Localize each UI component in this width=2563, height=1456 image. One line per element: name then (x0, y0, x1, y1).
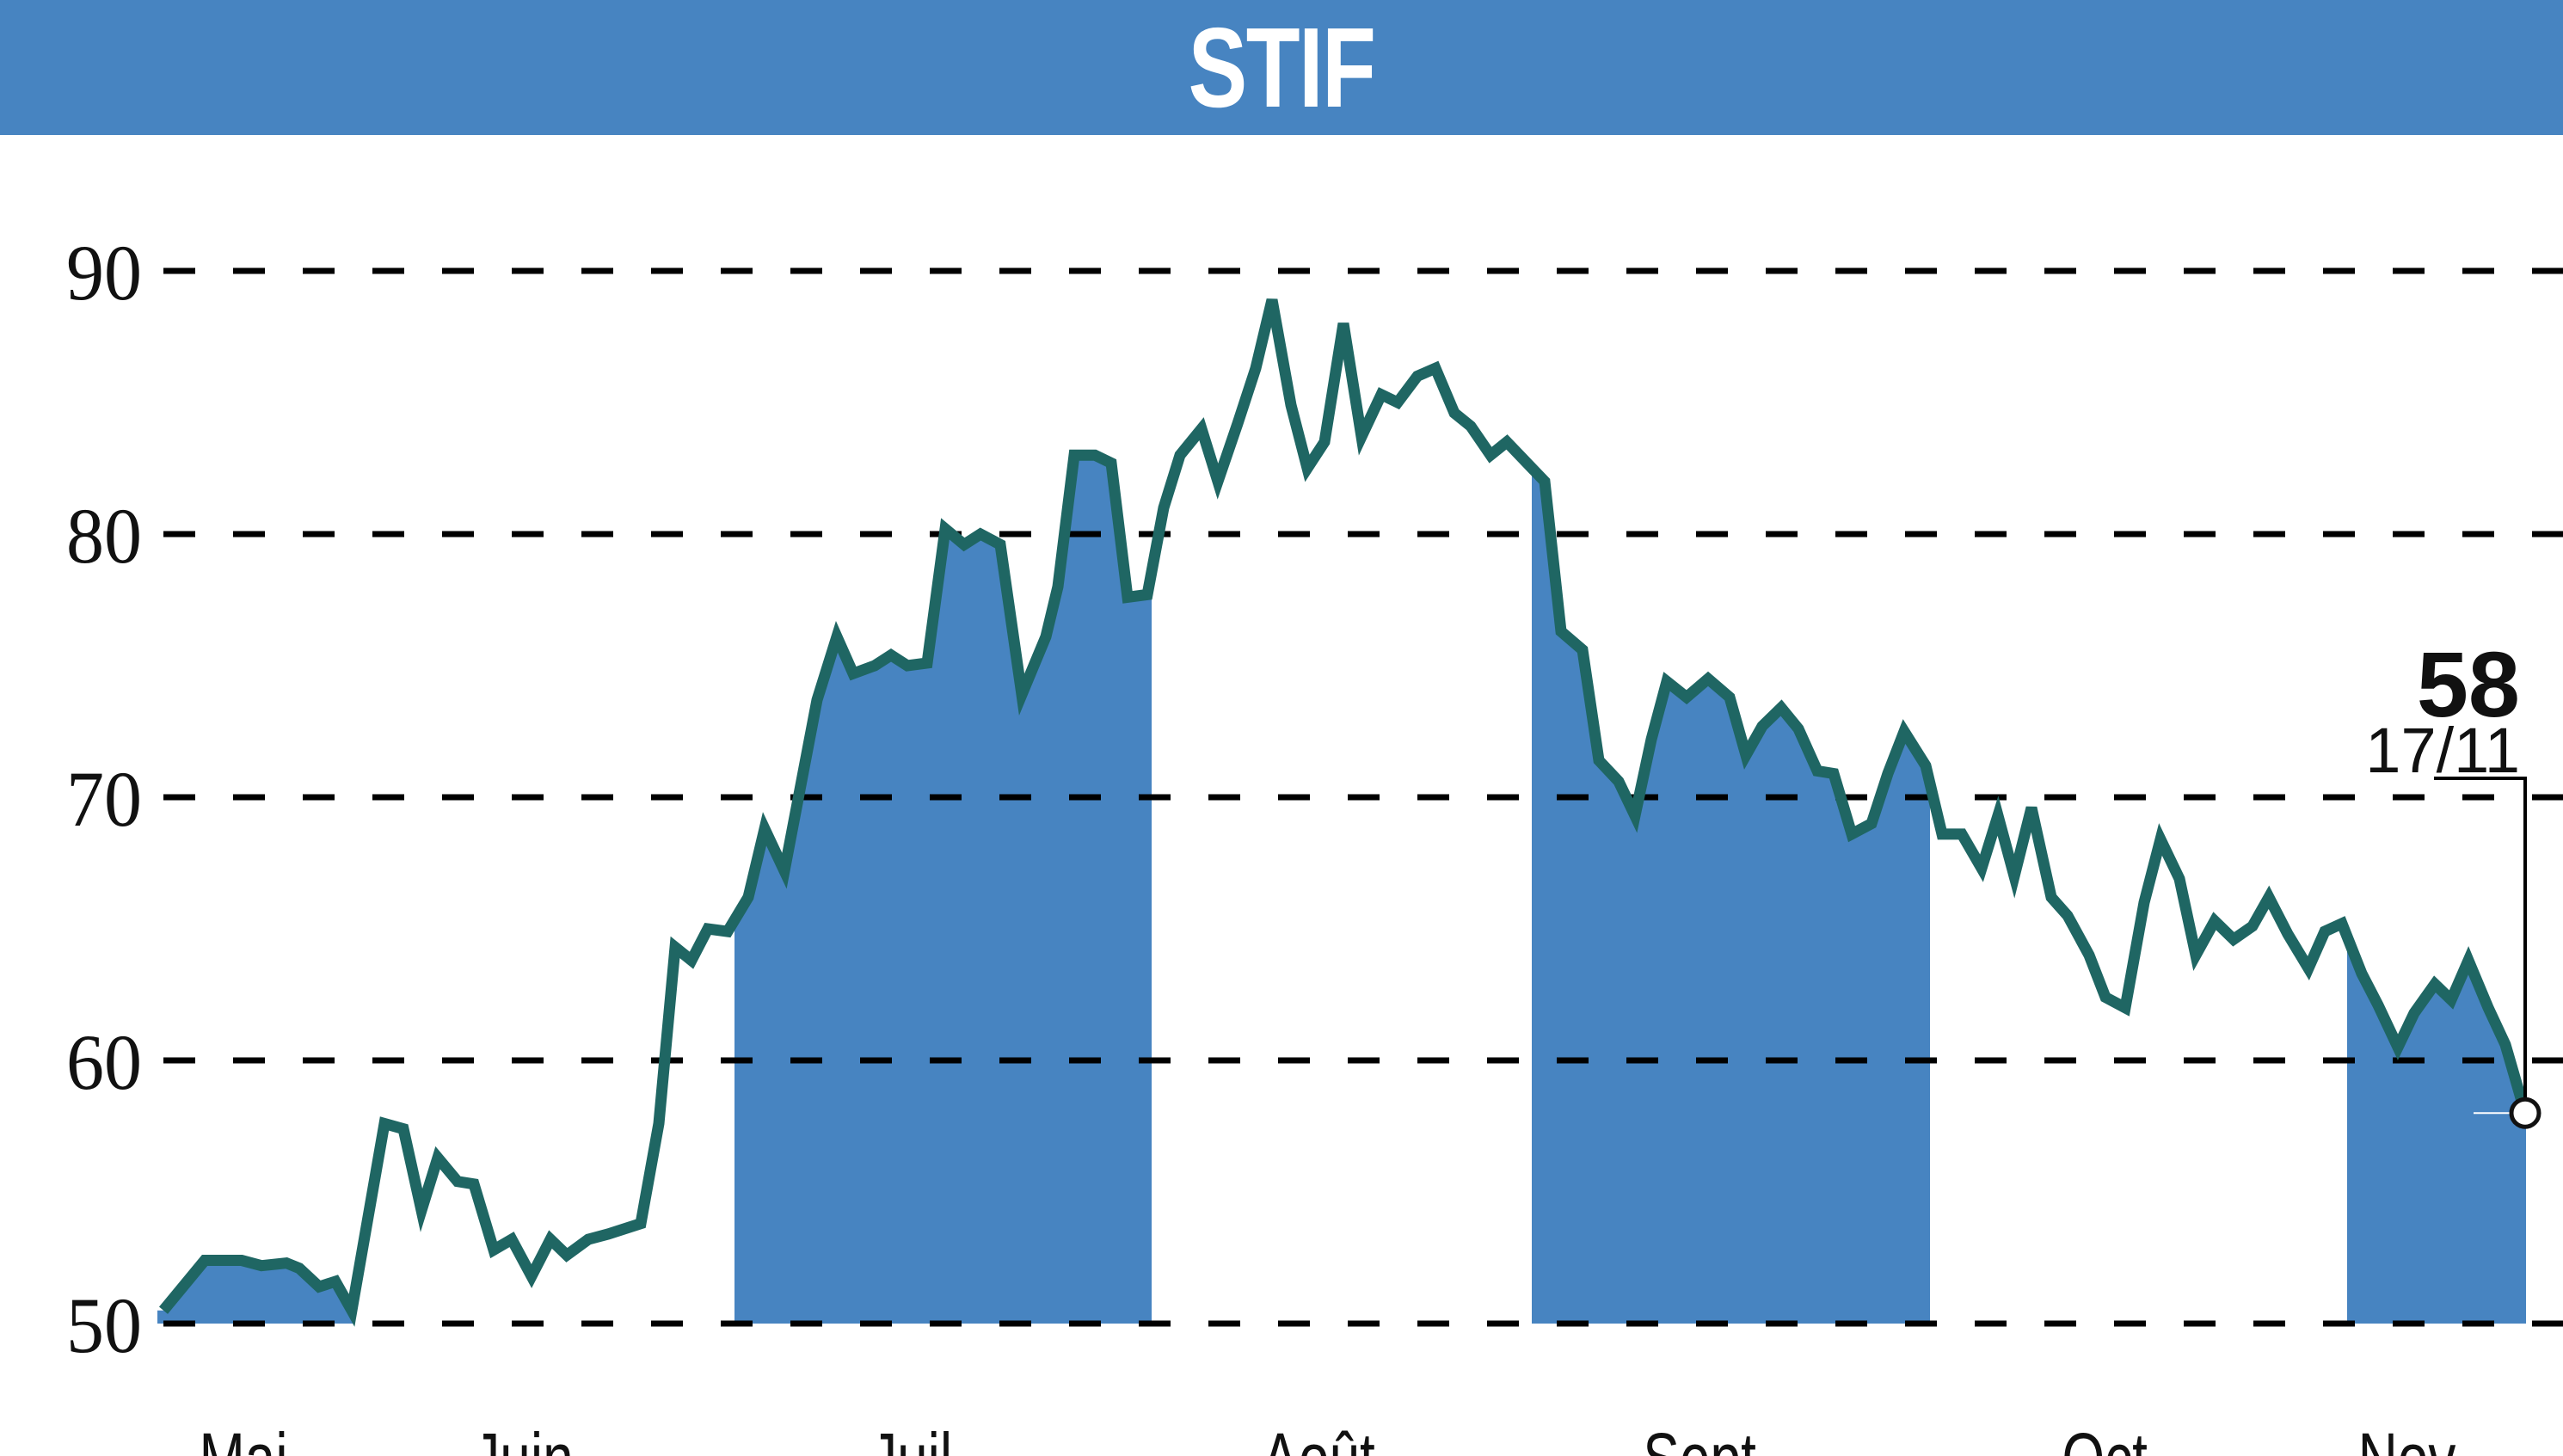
y-tick-label: 80 (66, 492, 142, 580)
leader-line (2434, 777, 2527, 1100)
chart-title: STIF (1188, 4, 1376, 131)
x-axis-month-labels: Mai Juin Juil. Août Sept. Oct. Nov. (199, 1418, 2467, 1456)
y-axis-ticks: 50 60 70 80 90 (66, 229, 142, 1369)
gridlines (163, 267, 2563, 1327)
last-value: 58 (2417, 632, 2520, 736)
y-tick-label: 60 (66, 1018, 142, 1106)
y-tick-label: 50 (66, 1281, 142, 1369)
endpoint-marker (2509, 1097, 2541, 1129)
shaded-month-1 (734, 455, 1152, 1324)
x-tick-label: Mai (199, 1418, 287, 1456)
x-tick-label: Juin (472, 1418, 573, 1456)
price-line (158, 298, 2531, 1327)
shaded-month-3 (2347, 937, 2526, 1324)
shaded-month-2 (1532, 468, 1930, 1324)
x-tick-label: Oct. (2062, 1418, 2162, 1456)
last-date: 17/11 (2365, 715, 2520, 786)
month-shading (157, 455, 2526, 1324)
last-value-annotation: 58 17/11 (2365, 632, 2541, 1129)
y-tick-label: 70 (66, 755, 142, 843)
title-banner (0, 0, 2563, 135)
x-tick-label: Juil. (870, 1418, 968, 1456)
x-tick-label: Nov. (2358, 1418, 2468, 1456)
x-tick-label: Sept. (1643, 1418, 1771, 1456)
x-tick-label: Août (1262, 1418, 1375, 1456)
y-tick-label: 90 (66, 229, 142, 316)
